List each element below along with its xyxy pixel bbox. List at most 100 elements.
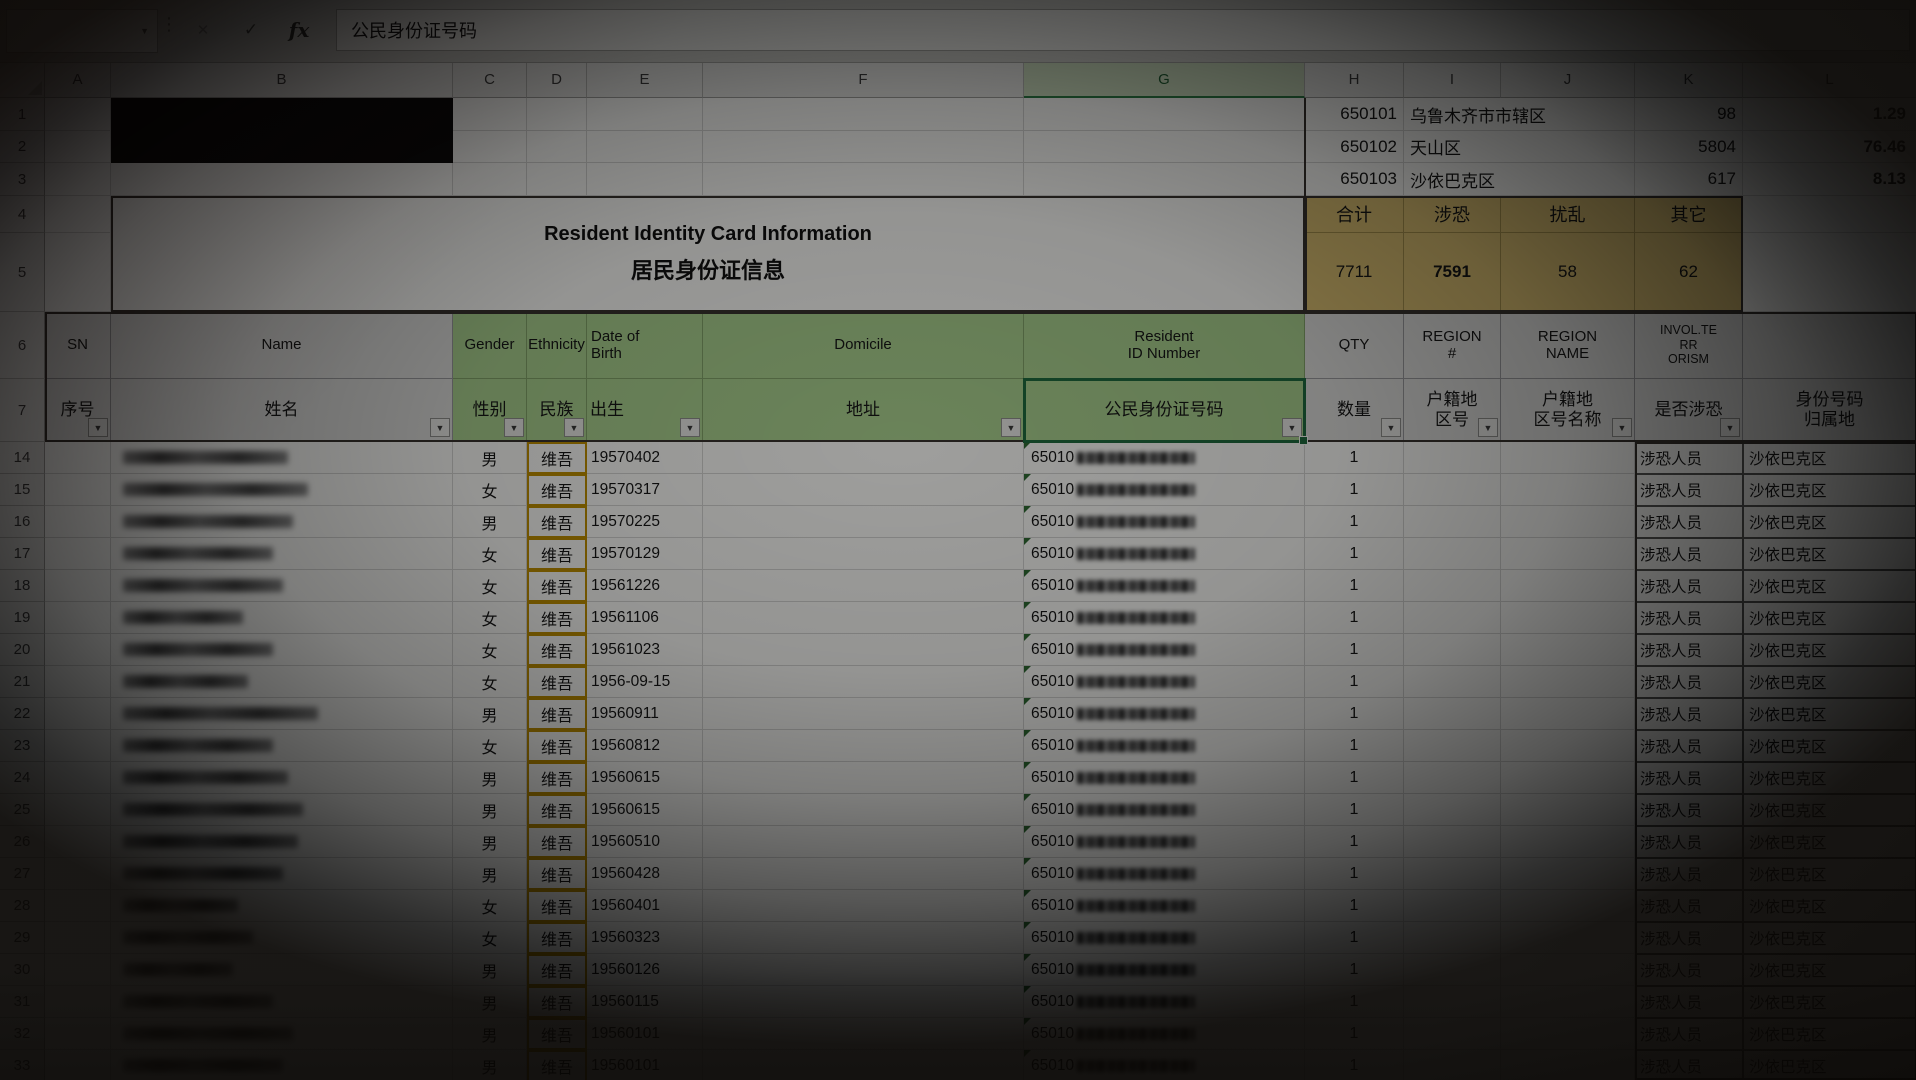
domicile-cell[interactable] [703, 442, 1024, 474]
id-number-cell[interactable]: 65010 [1024, 826, 1305, 858]
ethnicity-cell[interactable]: 维吾 [527, 826, 587, 858]
empty-cell[interactable] [703, 163, 1024, 196]
qty-cell[interactable]: 1 [1305, 762, 1404, 794]
gender-cell[interactable]: 男 [453, 506, 527, 538]
qty-cell[interactable]: 1 [1305, 570, 1404, 602]
empty-cell[interactable] [587, 98, 703, 131]
domicile-cell[interactable] [703, 506, 1024, 538]
empty-cell[interactable] [1024, 98, 1305, 131]
empty-cell[interactable] [527, 131, 587, 163]
region-no-cell[interactable] [1404, 602, 1501, 634]
dob-cell[interactable]: 19560428 [587, 858, 703, 890]
id-number-cell[interactable]: 65010 [1024, 858, 1305, 890]
dob-cell[interactable]: 19570225 [587, 506, 703, 538]
name-cell[interactable] [111, 762, 453, 794]
ethnicity-cell[interactable]: 维吾 [527, 986, 587, 1018]
involve-cell[interactable]: 涉恐人员 [1635, 474, 1743, 506]
filter-dropdown-icon[interactable]: ▼ [1478, 418, 1498, 437]
empty-cell[interactable] [45, 233, 111, 312]
sn-cell[interactable] [45, 570, 111, 602]
region-no-cell[interactable] [1404, 922, 1501, 954]
sn-cell[interactable] [45, 858, 111, 890]
gender-cell[interactable]: 男 [453, 858, 527, 890]
domicile-cell[interactable] [703, 666, 1024, 698]
empty-cell[interactable] [527, 98, 587, 131]
row-header-22[interactable]: 22 [0, 698, 45, 730]
sn-cell[interactable] [45, 698, 111, 730]
column-header-I[interactable]: I [1404, 62, 1501, 98]
region-count-cell[interactable]: 98 [1635, 98, 1743, 131]
involve-cell[interactable]: 涉恐人员 [1635, 698, 1743, 730]
name-cell[interactable] [111, 890, 453, 922]
column-header-G[interactable]: G [1024, 62, 1305, 98]
involve-cell[interactable]: 涉恐人员 [1635, 762, 1743, 794]
summary-label-cell[interactable]: 涉恐 [1404, 196, 1501, 233]
column-header-K[interactable]: K [1635, 62, 1743, 98]
gender-cell[interactable]: 男 [453, 1050, 527, 1080]
row-header-19[interactable]: 19 [0, 602, 45, 634]
region-code-cell[interactable]: 650101 [1305, 98, 1404, 131]
region-code-cell[interactable]: 650103 [1305, 163, 1404, 196]
region-name-empty-cell[interactable] [1501, 570, 1635, 602]
region-no-cell[interactable] [1404, 442, 1501, 474]
column-header-L[interactable]: L [1743, 62, 1916, 98]
region-name-empty-cell[interactable] [1501, 698, 1635, 730]
row-header-30[interactable]: 30 [0, 954, 45, 986]
id-region-cell[interactable]: 沙依巴克区 [1743, 890, 1916, 922]
name-cell[interactable] [111, 1018, 453, 1050]
region-name-empty-cell[interactable] [1501, 986, 1635, 1018]
domicile-cell[interactable] [703, 954, 1024, 986]
dob-cell[interactable]: 19560323 [587, 922, 703, 954]
region-no-cell[interactable] [1404, 794, 1501, 826]
summary-value-cell[interactable]: 58 [1501, 233, 1635, 312]
header-en-dob[interactable]: Date of Birth [587, 312, 703, 379]
qty-cell[interactable]: 1 [1305, 538, 1404, 570]
id-region-cell[interactable]: 沙依巴克区 [1743, 570, 1916, 602]
dob-cell[interactable]: 1956-09-15 [587, 666, 703, 698]
involve-cell[interactable]: 涉恐人员 [1635, 602, 1743, 634]
region-name-empty-cell[interactable] [1501, 858, 1635, 890]
domicile-cell[interactable] [703, 730, 1024, 762]
name-cell[interactable] [111, 570, 453, 602]
region-name-empty-cell[interactable] [1501, 954, 1635, 986]
id-region-cell[interactable]: 沙依巴克区 [1743, 858, 1916, 890]
header-en-ethnicity[interactable]: Ethnicity [527, 312, 587, 379]
row-header-4[interactable]: 4 [0, 196, 45, 233]
row-header-14[interactable]: 14 [0, 442, 45, 474]
involve-cell[interactable]: 涉恐人员 [1635, 442, 1743, 474]
filter-dropdown-icon[interactable]: ▼ [430, 418, 450, 437]
region-percent-cell[interactable]: 8.13 [1743, 163, 1916, 196]
id-region-cell[interactable]: 沙依巴克区 [1743, 730, 1916, 762]
id-number-cell[interactable]: 65010 [1024, 762, 1305, 794]
qty-cell[interactable]: 1 [1305, 922, 1404, 954]
dob-cell[interactable]: 19570402 [587, 442, 703, 474]
column-header-E[interactable]: E [587, 62, 703, 98]
region-no-cell[interactable] [1404, 986, 1501, 1018]
sn-cell[interactable] [45, 826, 111, 858]
ethnicity-cell[interactable]: 维吾 [527, 1018, 587, 1050]
gender-cell[interactable]: 男 [453, 986, 527, 1018]
row-header-31[interactable]: 31 [0, 986, 45, 1018]
summary-value-cell[interactable]: 62 [1635, 233, 1743, 312]
gender-cell[interactable]: 男 [453, 826, 527, 858]
summary-label-cell[interactable]: 其它 [1635, 196, 1743, 233]
sn-cell[interactable] [45, 890, 111, 922]
sn-cell[interactable] [45, 954, 111, 986]
involve-cell[interactable]: 涉恐人员 [1635, 954, 1743, 986]
summary-value-cell[interactable]: 7591 [1404, 233, 1501, 312]
id-number-cell[interactable]: 65010 [1024, 954, 1305, 986]
dob-cell[interactable]: 19560126 [587, 954, 703, 986]
domicile-cell[interactable] [703, 1050, 1024, 1080]
header-en-resident_id[interactable]: Resident ID Number [1024, 312, 1305, 379]
row-header-32[interactable]: 32 [0, 1018, 45, 1050]
region-no-cell[interactable] [1404, 634, 1501, 666]
qty-cell[interactable]: 1 [1305, 890, 1404, 922]
qty-cell[interactable]: 1 [1305, 634, 1404, 666]
gender-cell[interactable]: 女 [453, 538, 527, 570]
ethnicity-cell[interactable]: 维吾 [527, 634, 587, 666]
id-number-cell[interactable]: 65010 [1024, 1018, 1305, 1050]
ethnicity-cell[interactable]: 维吾 [527, 602, 587, 634]
sn-cell[interactable] [45, 730, 111, 762]
row-header-28[interactable]: 28 [0, 890, 45, 922]
row-header-15[interactable]: 15 [0, 474, 45, 506]
